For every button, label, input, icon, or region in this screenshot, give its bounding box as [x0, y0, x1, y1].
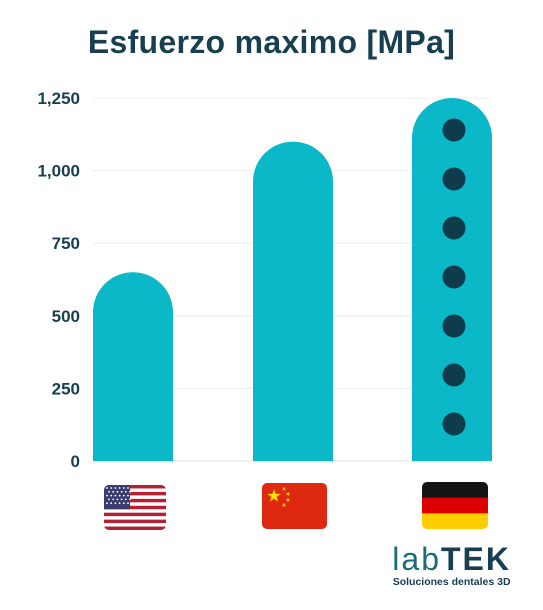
bar-dot [442, 314, 466, 338]
bar-dot [442, 118, 466, 142]
y-tick-label: 1,250 [37, 89, 80, 108]
brand-logo: labTEK Soluciones dentales 3D [392, 540, 511, 588]
y-tick-label: 500 [52, 307, 80, 326]
chart-title: Esfuerzo maximo [MPa] [87, 24, 456, 60]
y-tick-label: 750 [52, 234, 80, 253]
us-flag-icon [104, 485, 166, 530]
bar-dot [442, 412, 466, 436]
bar-dot [442, 167, 466, 191]
y-tick-label: 0 [71, 452, 80, 471]
bar-dot [442, 363, 466, 387]
brand-tagline: Soluciones dentales 3D [392, 576, 511, 588]
germany-flag-icon [422, 482, 488, 529]
bar-united-states [93, 272, 173, 461]
y-tick-label: 1,000 [37, 162, 80, 181]
china-flag-icon [262, 483, 327, 529]
brand-lab: lab [392, 541, 441, 577]
brand-tek: TEK [441, 541, 511, 577]
y-tick-label: 250 [52, 379, 80, 398]
bar-dot [442, 216, 466, 240]
bar-china [253, 141, 333, 461]
bar-dot [442, 265, 466, 289]
